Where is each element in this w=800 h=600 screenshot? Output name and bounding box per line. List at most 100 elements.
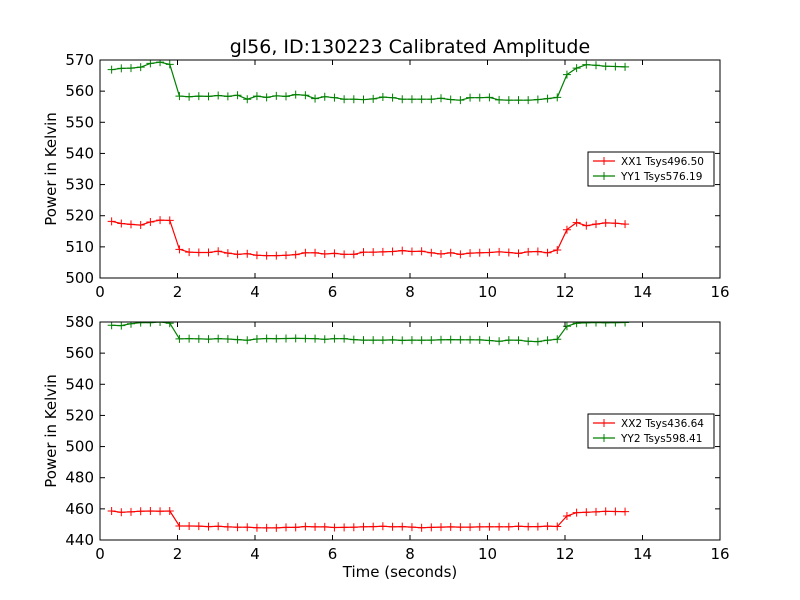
x-tick-label: 0 (95, 545, 105, 563)
y-tick-label: 570 (65, 51, 94, 69)
data-point (262, 523, 271, 532)
data-point (340, 334, 349, 343)
data-point (272, 251, 281, 260)
data-point (611, 322, 620, 327)
data-point (369, 94, 378, 103)
data-point (243, 249, 252, 258)
data-point (572, 322, 581, 328)
data-point (466, 249, 475, 258)
data-point (301, 522, 310, 531)
data-point (427, 523, 436, 532)
data-point (127, 64, 135, 73)
data-point (272, 523, 281, 532)
data-point (378, 93, 387, 102)
data-point (320, 250, 329, 259)
legend-label: XX2 Tsys436.64 (621, 418, 704, 430)
data-point (601, 322, 610, 327)
data-point (107, 507, 116, 516)
data-point (475, 335, 484, 344)
data-point (359, 336, 368, 345)
data-point (475, 248, 484, 257)
data-point (611, 62, 620, 71)
data-point (156, 507, 165, 516)
data-point (349, 335, 358, 344)
data-point (272, 334, 281, 343)
data-point (621, 62, 630, 71)
y-tick-label: 560 (65, 82, 94, 100)
data-point (533, 337, 542, 346)
data-point (621, 507, 630, 516)
data-point (407, 247, 416, 256)
data-point (146, 217, 155, 226)
data-point (466, 523, 475, 532)
data-point (543, 248, 552, 257)
legend-box (587, 151, 715, 187)
x-tick-label: 12 (555, 283, 574, 301)
data-point (553, 335, 562, 344)
data-point (572, 64, 581, 73)
data-point (204, 522, 213, 531)
data-point (524, 247, 533, 256)
data-point (262, 251, 271, 260)
legend-label: XX1 Tsys496.50 (621, 156, 704, 168)
data-point (524, 337, 533, 346)
data-point (146, 60, 155, 68)
x-tick-label: 8 (405, 283, 415, 301)
data-point (417, 95, 426, 104)
data-point (320, 92, 329, 101)
data-point (320, 522, 329, 531)
y-tick-label: 480 (65, 469, 94, 487)
data-point (446, 335, 455, 344)
data-point (446, 95, 455, 104)
data-point (204, 92, 213, 101)
legend: XX1 Tsys496.50 YY1 Tsys576.19 (587, 151, 715, 187)
data-point (165, 60, 174, 69)
data-point (407, 336, 416, 345)
data-point (359, 95, 368, 104)
series-1 (107, 216, 630, 260)
data-point (349, 95, 358, 104)
data-point (233, 523, 242, 532)
data-point (223, 334, 232, 343)
data-point (233, 335, 242, 344)
data-point (562, 70, 571, 79)
data-point (514, 336, 523, 345)
data-point (495, 95, 504, 104)
data-point (378, 247, 387, 256)
data-point (485, 248, 494, 257)
series-1 (107, 507, 630, 532)
y-tick-label: 550 (65, 113, 94, 131)
data-point (223, 522, 232, 531)
legend-label: YY2 Tsys598.41 (620, 433, 702, 445)
data-point (252, 92, 261, 101)
data-point (514, 96, 523, 105)
data-point (514, 522, 523, 531)
data-point (427, 248, 436, 257)
data-point (475, 522, 484, 531)
data-point (533, 95, 542, 104)
legend-marker (600, 157, 608, 165)
data-point (146, 507, 155, 516)
data-point (330, 334, 339, 343)
subplot-1: 0 2 4 6 8 10 12 14 16 500 510 520 530 540 550 560 570 Pow… (42, 51, 730, 301)
data-point (495, 337, 504, 346)
data-point (214, 522, 223, 531)
data-point (495, 247, 504, 256)
data-point (243, 95, 252, 104)
legend-label: YY1 Tsys576.19 (620, 171, 702, 183)
x-tick-label: 4 (250, 283, 260, 301)
y-axis-label: Power in Kelvin (42, 374, 60, 488)
data-point (194, 334, 203, 343)
data-point (117, 322, 126, 330)
data-point (223, 92, 232, 101)
data-point (127, 507, 135, 516)
data-point (301, 334, 310, 343)
data-point (562, 322, 571, 331)
data-point (601, 218, 610, 227)
data-point (175, 334, 184, 343)
y-tick-label: 580 (65, 313, 94, 331)
data-point (592, 220, 600, 229)
data-point (562, 512, 571, 521)
data-point (359, 248, 368, 257)
